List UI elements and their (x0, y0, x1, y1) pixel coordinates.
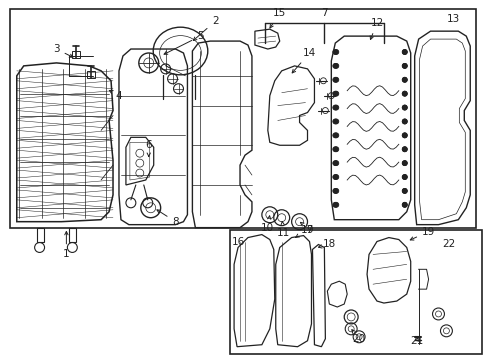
Text: 3: 3 (53, 44, 73, 57)
Text: 7: 7 (321, 8, 327, 18)
Circle shape (332, 175, 337, 180)
Circle shape (402, 63, 407, 68)
Text: 19: 19 (409, 226, 434, 240)
Circle shape (402, 119, 407, 124)
Circle shape (332, 133, 337, 138)
Text: 17: 17 (295, 225, 313, 238)
Circle shape (402, 202, 407, 207)
Circle shape (402, 119, 407, 124)
Text: 15: 15 (269, 8, 286, 28)
Circle shape (333, 133, 338, 138)
Circle shape (333, 50, 338, 54)
Circle shape (333, 91, 338, 96)
Circle shape (402, 188, 407, 193)
Circle shape (402, 147, 407, 152)
Circle shape (332, 188, 337, 193)
Circle shape (332, 161, 337, 166)
Circle shape (402, 105, 407, 110)
Circle shape (333, 161, 338, 166)
Text: 5: 5 (164, 31, 203, 54)
Text: 14: 14 (292, 48, 315, 73)
Circle shape (333, 63, 338, 68)
Text: 22: 22 (441, 239, 454, 249)
Text: 8: 8 (157, 210, 179, 227)
Circle shape (402, 202, 407, 207)
Text: 10: 10 (261, 216, 274, 233)
Circle shape (402, 175, 407, 180)
Bar (230, 230, 481, 354)
Circle shape (402, 105, 407, 110)
Text: 20: 20 (351, 330, 365, 344)
Circle shape (402, 77, 407, 82)
Text: 9: 9 (300, 222, 312, 235)
Text: 11: 11 (277, 221, 290, 238)
Text: 21: 21 (409, 336, 423, 346)
Circle shape (402, 175, 407, 180)
Circle shape (333, 175, 338, 180)
Circle shape (402, 188, 407, 193)
Circle shape (402, 161, 407, 166)
Circle shape (333, 147, 338, 152)
Circle shape (333, 119, 338, 124)
Circle shape (332, 50, 337, 54)
Circle shape (333, 202, 338, 207)
Circle shape (332, 202, 337, 207)
Text: 16: 16 (231, 237, 244, 247)
Circle shape (402, 133, 407, 138)
Circle shape (402, 91, 407, 96)
Circle shape (402, 50, 407, 54)
Circle shape (402, 147, 407, 152)
Circle shape (332, 119, 337, 124)
Text: 13: 13 (446, 14, 459, 24)
Circle shape (333, 188, 338, 193)
Circle shape (332, 105, 337, 110)
Circle shape (402, 77, 407, 82)
Circle shape (402, 91, 407, 96)
Circle shape (332, 147, 337, 152)
Circle shape (332, 91, 337, 96)
Text: 2: 2 (193, 16, 218, 41)
Text: 18: 18 (318, 239, 335, 249)
Circle shape (402, 161, 407, 166)
Circle shape (333, 77, 338, 82)
Circle shape (402, 133, 407, 138)
Circle shape (402, 63, 407, 68)
Text: 12: 12 (369, 18, 383, 40)
Text: 1: 1 (63, 231, 70, 260)
Circle shape (332, 77, 337, 82)
Circle shape (333, 105, 338, 110)
Circle shape (402, 50, 407, 54)
Text: 4: 4 (109, 91, 122, 101)
Text: 6: 6 (145, 140, 152, 156)
Circle shape (332, 63, 337, 68)
Bar (10, 9, 475, 228)
